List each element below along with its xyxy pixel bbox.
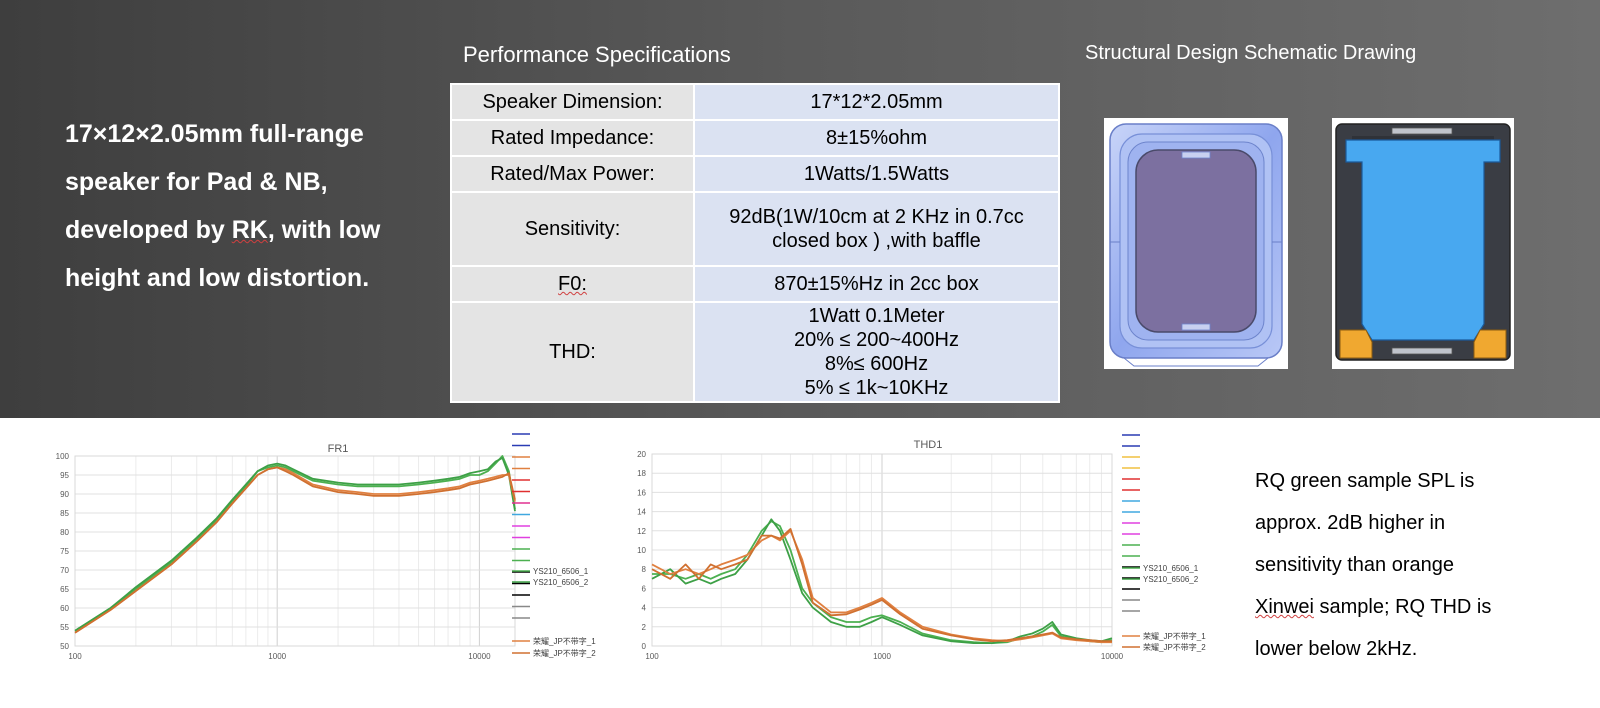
series-line (74, 466, 516, 634)
spec-label: Rated Impedance: (450, 119, 695, 157)
y-tick-label: 14 (637, 508, 646, 517)
y-tick-label: 70 (60, 566, 69, 575)
spec-value: 1Watt 0.1Meter 20% ≤ 200~400Hz 8%≤ 600Hz… (693, 301, 1060, 403)
y-tick-label: 75 (60, 547, 69, 556)
spec-label: Speaker Dimension: (450, 83, 695, 121)
y-tick-label: 8 (642, 565, 647, 574)
plot-area (651, 453, 1113, 647)
chart-title: THD1 (914, 439, 943, 451)
spec-value: 17*12*2.05mm (693, 83, 1060, 121)
x-tick-label: 10000 (468, 652, 491, 661)
y-tick-label: 85 (60, 509, 69, 518)
speaker-top-drawing (1104, 118, 1288, 369)
x-tick-label: 1000 (873, 652, 891, 661)
spec-label: Rated/Max Power: (450, 155, 695, 193)
y-tick-label: 18 (637, 469, 646, 478)
note-line: Xinwei sample; RQ THD is (1255, 596, 1492, 618)
legend-label: 荣耀_JP不带字_2 (533, 648, 596, 658)
x-tick-label: 1000 (268, 652, 286, 661)
legend-label: YS210_6506_2 (1143, 575, 1199, 584)
y-tick-label: 0 (642, 642, 647, 651)
y-tick-label: 95 (60, 471, 69, 480)
spec-row: Rated Impedance: 8±15%ohm (450, 119, 1060, 157)
y-tick-label: 60 (60, 604, 69, 613)
intro-line: speaker for Pad & NB, (65, 168, 328, 196)
legend-label: 荣耀_JP不带字_1 (1143, 631, 1206, 641)
y-tick-label: 50 (60, 642, 69, 651)
intro-line: developed by RK, with low (65, 216, 381, 244)
spec-row: THD: 1Watt 0.1Meter 20% ≤ 200~400Hz 8%≤ … (450, 301, 1060, 403)
spec-value: 92dB(1W/10cm at 2 KHz in 0.7cc closed bo… (693, 191, 1060, 267)
note-line: lower below 2kHz. (1255, 638, 1418, 660)
y-tick-label: 20 (637, 450, 646, 459)
schematic-title: Structural Design Schematic Drawing (1085, 42, 1417, 64)
y-tick-label: 80 (60, 528, 69, 537)
series-line (652, 520, 1113, 645)
spec-label: F0: (450, 265, 695, 303)
series-line (651, 518, 1113, 645)
spec-value: 870±15%Hz in 2cc box (693, 265, 1060, 303)
legend-label: YS210_6506_1 (533, 567, 589, 576)
legend-label: 荣耀_JP不带字_2 (1143, 642, 1206, 652)
y-tick-label: 16 (637, 488, 646, 497)
spec-label: Sensitivity: (450, 191, 695, 267)
y-tick-label: 55 (60, 623, 69, 632)
note-line: sensitivity than orange (1255, 554, 1455, 576)
spec-table: Speaker Dimension: 17*12*2.05mm Rated Im… (450, 83, 1060, 403)
y-tick-label: 12 (637, 527, 646, 536)
y-tick-label: 2 (642, 623, 647, 632)
y-tick-label: 90 (60, 490, 69, 499)
x-tick-label: 100 (645, 652, 659, 661)
note-line: RQ green sample SPL is (1255, 470, 1475, 492)
series-line (651, 528, 1112, 643)
intro-line: height and low distortion. (65, 264, 370, 292)
legend-label: YS210_6506_1 (1143, 564, 1199, 573)
legend-label: 荣耀_JP不带字_1 (533, 636, 596, 646)
comparison-note: RQ green sample SPL is approx. 2dB highe… (1255, 460, 1575, 670)
y-tick-label: 4 (642, 604, 647, 613)
intro-line: 17×12×2.05mm full-range (65, 120, 364, 148)
x-tick-label: 100 (68, 652, 82, 661)
spec-row: Sensitivity: 92dB(1W/10cm at 2 KHz in 0.… (450, 191, 1060, 267)
spec-label: THD: (450, 301, 695, 403)
spec-row: Rated/Max Power: 1Watts/1.5Watts (450, 155, 1060, 193)
spec-row: Speaker Dimension: 17*12*2.05mm (450, 83, 1060, 121)
y-tick-label: 6 (642, 584, 647, 593)
y-tick-label: 65 (60, 585, 69, 594)
note-line: approx. 2dB higher in (1255, 512, 1446, 534)
series-line (74, 456, 516, 632)
legend-label: YS210_6506_2 (533, 578, 589, 587)
x-tick-label: 10000 (1101, 652, 1124, 661)
series-line (74, 455, 516, 632)
speaker-section-drawing (1332, 118, 1514, 369)
spec-value: 1Watts/1.5Watts (693, 155, 1060, 193)
chart-title: FR1 (328, 443, 349, 455)
plot-area (74, 455, 516, 647)
y-tick-label: 100 (56, 452, 70, 461)
intro-text: 17×12×2.05mm full-range speaker for Pad … (65, 110, 425, 302)
spec-row: F0: 870±15%Hz in 2cc box (450, 265, 1060, 303)
thd-chart: THD1 0 2 4 6 8 10 12 14 16 18 20 100 1000 10000 YS210… (637, 434, 1206, 661)
y-tick-label: 10 (637, 546, 646, 555)
spec-title: Performance Specifications (463, 42, 731, 67)
spec-value: 8±15%ohm (693, 119, 1060, 157)
